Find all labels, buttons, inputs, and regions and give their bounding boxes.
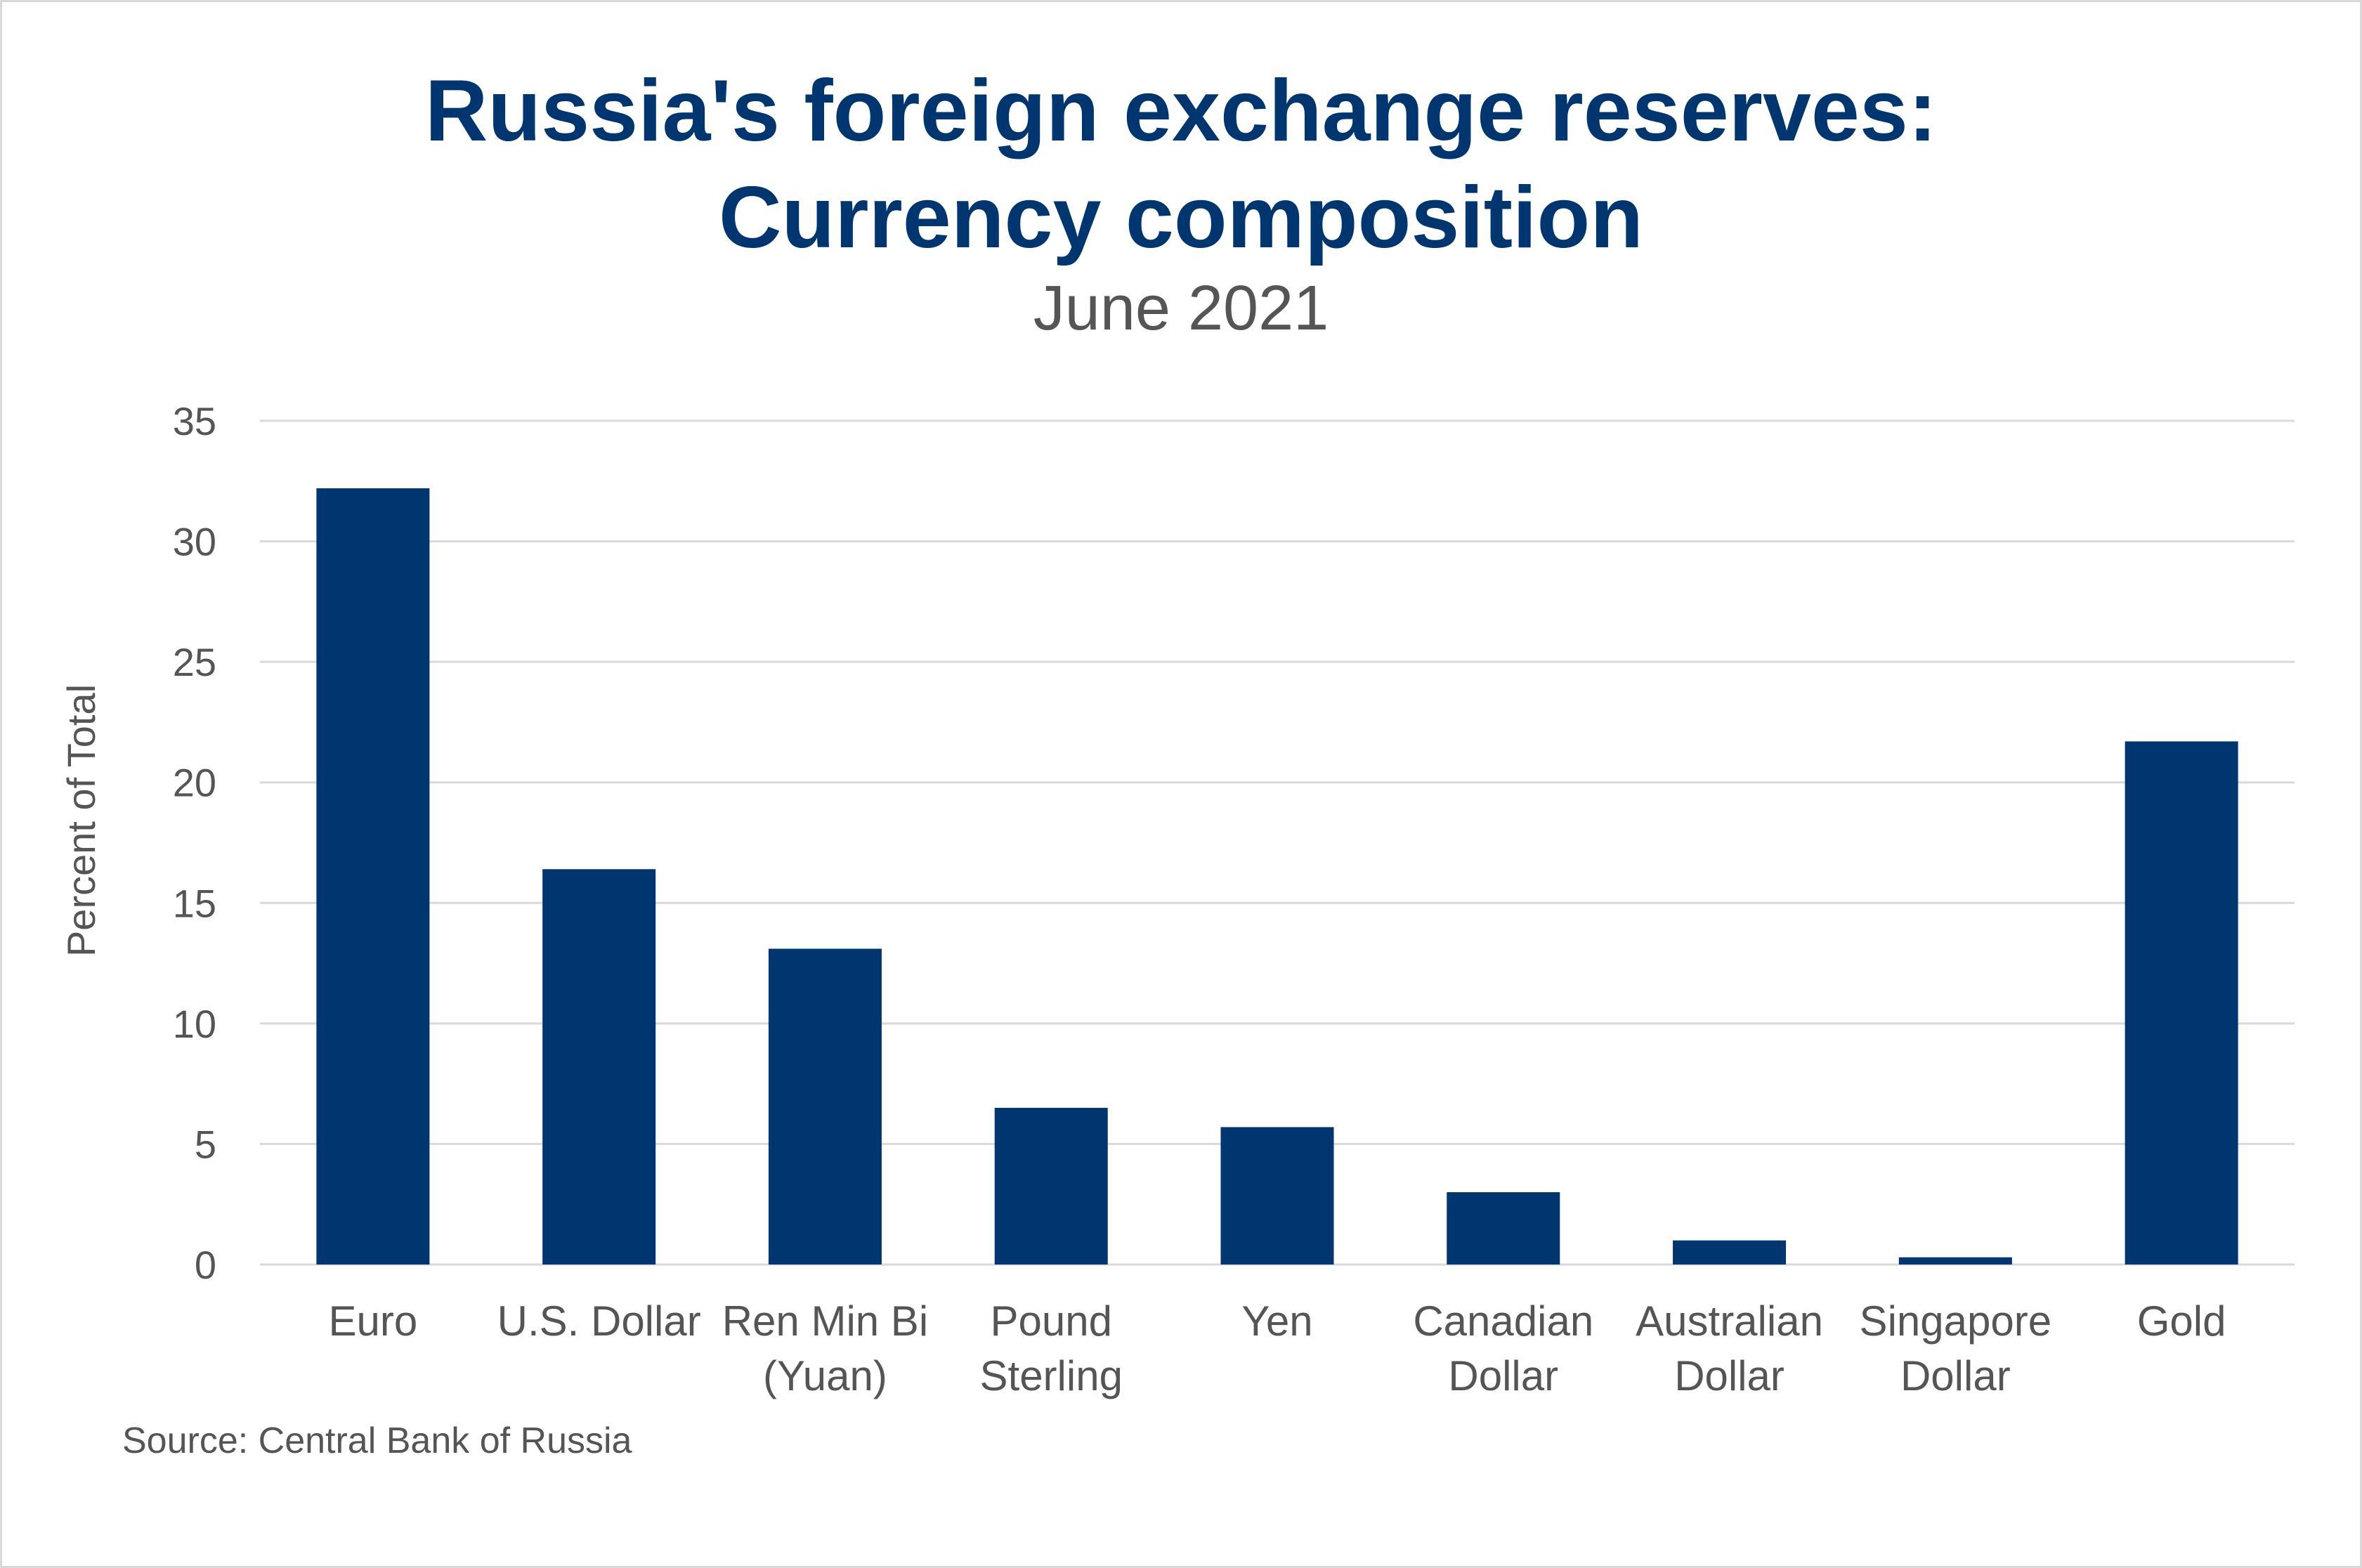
y-tick-label: 25 [173,640,216,684]
y-tick-label: 30 [173,520,216,564]
bar-euro [316,488,430,1265]
bar-ren-min-bi-yuan- [768,948,882,1265]
bar-u-s-dollar [542,869,656,1265]
x-tick-label: Dollar [1674,1352,1784,1399]
x-tick-label: Euro [329,1298,418,1345]
x-tick-label: Singapore [1860,1298,2052,1345]
bar-singapore-dollar [1898,1257,2012,1265]
x-tick-label: Canadian [1413,1298,1593,1345]
x-tick-label: Dollar [1900,1352,2011,1399]
bar-yen [1220,1127,1334,1265]
source-note: Source: Central Bank of Russia [122,1420,632,1461]
x-tick-label: Dollar [1448,1352,1558,1399]
bar-canadian-dollar [1447,1192,1560,1265]
x-tick-label: U.S. Dollar [497,1298,701,1345]
bar-gold [2125,741,2238,1265]
bar-pound-sterling [994,1107,1108,1265]
y-tick-label: 0 [195,1243,216,1287]
y-tick-label: 35 [173,399,216,443]
y-tick-label: 20 [173,761,216,805]
chart-subtitle: June 2021 [1033,273,1329,344]
x-tick-label: Gold [2137,1298,2226,1345]
x-tick-label: Yen [1241,1298,1312,1345]
x-tick-label: Pound [990,1298,1112,1345]
x-tick-label: Australian [1636,1298,1823,1345]
y-tick-label: 15 [173,881,216,925]
x-tick-label: Ren Min Bi [722,1298,928,1345]
x-tick-label: Sterling [980,1352,1123,1399]
y-tick-label: 5 [195,1122,216,1166]
y-axis-label: Percent of Total [59,684,103,957]
bar-australian-dollar [1673,1240,1787,1265]
x-tick-label: (Yuan) [763,1352,887,1399]
y-tick-label: 10 [173,1002,216,1046]
chart-title: Russia's foreign exchange reserves: [424,63,1938,159]
chart-title-line2: Currency composition [719,169,1643,266]
